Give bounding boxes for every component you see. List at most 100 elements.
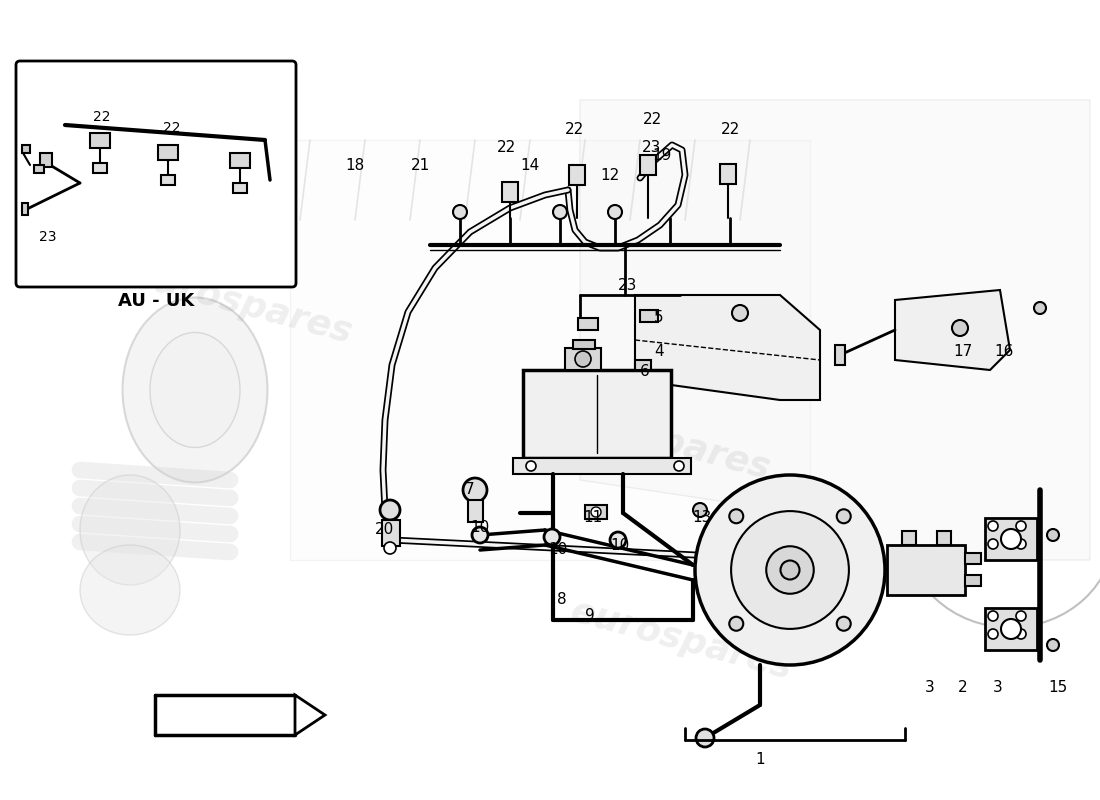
Text: 4: 4 (654, 345, 663, 359)
Text: eurospares: eurospares (568, 594, 796, 686)
Circle shape (988, 611, 998, 621)
Text: 1: 1 (756, 753, 764, 767)
Polygon shape (895, 290, 1010, 370)
Bar (382, 520, 400, 546)
Circle shape (988, 521, 998, 531)
Text: 17: 17 (954, 345, 972, 359)
Text: 23: 23 (40, 230, 57, 244)
Text: 7: 7 (465, 482, 475, 498)
Circle shape (463, 478, 487, 502)
Text: 19: 19 (652, 147, 672, 162)
Circle shape (1016, 629, 1026, 639)
Text: 23: 23 (618, 278, 638, 293)
Circle shape (767, 546, 814, 594)
Circle shape (453, 205, 468, 219)
Bar (230, 153, 250, 168)
Text: 16: 16 (994, 345, 1014, 359)
Bar (635, 360, 651, 370)
Bar (22, 203, 28, 215)
Bar (94, 163, 107, 173)
Circle shape (781, 561, 800, 579)
Bar (720, 164, 736, 184)
Circle shape (674, 461, 684, 471)
Circle shape (693, 503, 707, 517)
Text: 8: 8 (558, 593, 566, 607)
Text: 10: 10 (610, 538, 629, 553)
Text: 3: 3 (925, 681, 935, 695)
Text: 2: 2 (958, 681, 968, 695)
Circle shape (696, 729, 714, 747)
Bar (233, 183, 248, 193)
Text: eurospares: eurospares (128, 258, 356, 350)
Text: 22: 22 (720, 122, 739, 138)
Circle shape (1016, 539, 1026, 549)
Bar (502, 182, 518, 202)
Polygon shape (290, 140, 810, 560)
Bar (640, 310, 658, 322)
Bar (965, 553, 981, 564)
Text: 9: 9 (585, 607, 595, 622)
Circle shape (1016, 611, 1026, 621)
Text: 22: 22 (565, 122, 584, 138)
Ellipse shape (122, 298, 267, 482)
Text: 10: 10 (549, 542, 568, 558)
Circle shape (610, 532, 626, 548)
Circle shape (1001, 619, 1021, 639)
Polygon shape (295, 695, 324, 735)
Bar (158, 145, 178, 160)
Text: 6: 6 (640, 365, 650, 379)
Text: 22: 22 (497, 141, 517, 155)
Bar (887, 545, 965, 595)
Bar (984, 518, 1037, 560)
Circle shape (952, 320, 968, 336)
Text: 5: 5 (654, 310, 663, 326)
Bar (937, 531, 952, 545)
Bar (640, 155, 656, 175)
Text: 10: 10 (471, 521, 490, 535)
Text: 21: 21 (410, 158, 430, 173)
Polygon shape (635, 295, 820, 400)
Circle shape (837, 617, 850, 630)
Text: 12: 12 (601, 167, 619, 182)
Circle shape (1001, 529, 1021, 549)
Bar (578, 318, 598, 330)
Bar (965, 575, 981, 586)
Text: 11: 11 (583, 510, 603, 526)
Circle shape (575, 351, 591, 367)
Circle shape (553, 205, 566, 219)
Circle shape (1034, 302, 1046, 314)
Circle shape (732, 511, 849, 629)
Bar (161, 175, 175, 185)
Bar (468, 500, 483, 522)
Text: 23: 23 (642, 141, 662, 155)
Ellipse shape (80, 475, 180, 585)
Text: 22: 22 (94, 110, 111, 124)
Text: AU - UK: AU - UK (118, 292, 194, 310)
Bar (984, 608, 1037, 650)
Bar (569, 165, 585, 185)
Text: 18: 18 (345, 158, 364, 173)
Circle shape (732, 305, 748, 321)
Bar (22, 145, 30, 153)
Bar (585, 505, 607, 519)
Bar (40, 153, 52, 167)
Circle shape (729, 510, 744, 523)
Bar (835, 345, 845, 365)
Text: 14: 14 (520, 158, 540, 173)
Text: 13: 13 (692, 510, 712, 526)
Circle shape (1047, 529, 1059, 541)
Text: 20: 20 (375, 522, 395, 538)
Circle shape (988, 629, 998, 639)
FancyBboxPatch shape (16, 61, 296, 287)
Circle shape (1016, 521, 1026, 531)
Bar (34, 165, 44, 173)
Bar (902, 531, 916, 545)
Circle shape (837, 510, 850, 523)
Ellipse shape (80, 545, 180, 635)
Bar (522, 370, 671, 458)
Circle shape (608, 205, 622, 219)
Text: 22: 22 (642, 113, 661, 127)
Bar (565, 348, 601, 370)
Polygon shape (580, 100, 1090, 560)
Text: 22: 22 (163, 121, 180, 135)
